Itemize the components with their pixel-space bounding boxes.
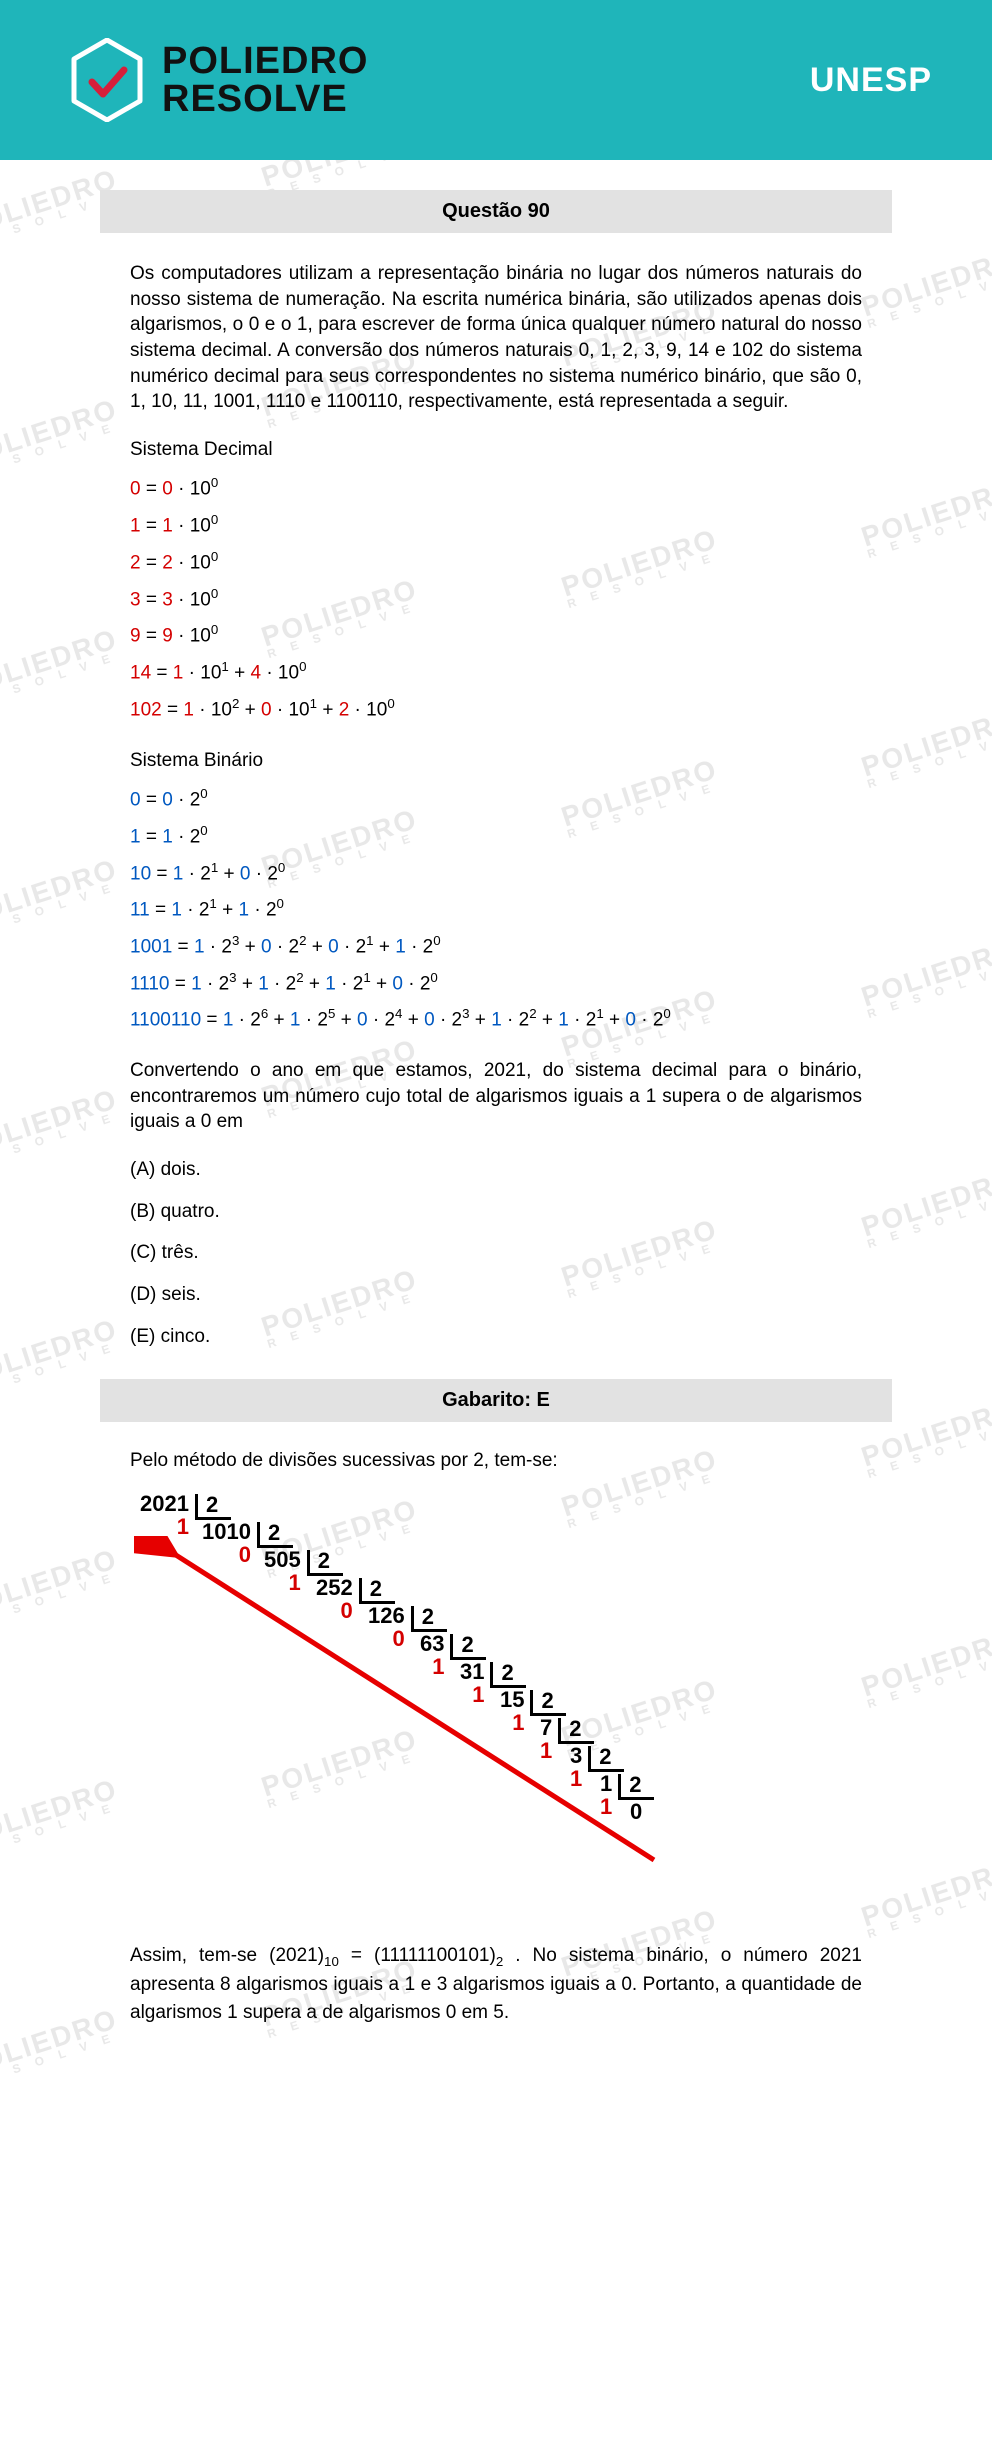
equation-row: 9 = 9 · 100	[130, 619, 862, 652]
question-prompt: Convertendo o ano em que estamos, 2021, …	[130, 1058, 862, 1135]
divisor-box: 2	[359, 1578, 395, 1604]
divisor-box: 2	[307, 1550, 343, 1576]
logo-hexagon-icon	[70, 38, 144, 122]
dividend: 20211	[140, 1492, 195, 1538]
dividend: 151	[500, 1688, 530, 1734]
option-item: (D) seis.	[130, 1282, 862, 1308]
answer-header: Gabarito: E	[100, 1379, 892, 1422]
equation-row: 14 = 1 · 101 + 4 · 100	[130, 656, 862, 689]
division-final: 0	[630, 1800, 648, 1823]
final-quotient: 0	[630, 1800, 648, 1823]
option-item: (C) três.	[130, 1240, 862, 1266]
equation-row: 1001 = 1 · 23 + 0 · 22 + 0 · 21 + 1 · 20	[130, 930, 862, 963]
cascade-arrow-icon	[134, 1536, 694, 1896]
dividend: 631	[420, 1632, 450, 1678]
options-list: (A) dois. (B) quatro. (C) três. (D) seis. (E…	[130, 1157, 862, 1349]
decimal-title: Sistema Decimal	[130, 437, 862, 463]
divisor-box: 2	[411, 1606, 447, 1632]
dividend: 10100	[202, 1520, 257, 1566]
option-item: (E) cinco.	[130, 1324, 862, 1350]
divisor-box: 2	[558, 1718, 594, 1744]
division-cascade: 2021121010025051225202126026312311215127…	[140, 1492, 892, 1912]
divisor-box: 2	[618, 1774, 654, 1800]
conclusion-part-2: = (11111100101)	[339, 1945, 496, 1966]
binary-equation-list: 0 = 0 · 20 1 = 1 · 20 10 = 1 · 21 + 0 · 20…	[130, 783, 862, 1036]
conclusion-sub-1: 10	[324, 1954, 339, 1969]
equation-row: 10 = 1 · 21 + 0 · 20	[130, 857, 862, 890]
decimal-equation-list: 0 = 0 · 100 1 = 1 · 100 2 = 2 · 100 3 = 3 ·…	[130, 472, 862, 725]
divisor-box: 2	[588, 1746, 624, 1772]
header-banner: POLIEDRO RESOLVE UNESP	[0, 0, 992, 160]
equation-row: 0 = 0 · 100	[130, 472, 862, 505]
divisor-box: 2	[257, 1522, 293, 1548]
divisor-box: 2	[530, 1690, 566, 1716]
dividend: 2520	[316, 1576, 359, 1622]
question-body: Os computadores utilizam a representação…	[100, 261, 892, 1349]
dividend: 31	[570, 1744, 588, 1790]
solution-lead: Pelo método de divisões sucessivas por 2…	[130, 1450, 862, 1472]
equation-row: 2 = 2 · 100	[130, 546, 862, 579]
equation-row: 0 = 0 · 20	[130, 783, 862, 816]
equation-row: 1 = 1 · 100	[130, 509, 862, 542]
question-header: Questão 90	[100, 190, 892, 233]
binary-title: Sistema Binário	[130, 748, 862, 774]
conclusion-part-1: Assim, tem-se (2021)	[130, 1945, 324, 1966]
divisor-box: 2	[450, 1634, 486, 1660]
brand-line-1: POLIEDRO	[162, 42, 368, 80]
equation-row: 1110 = 1 · 23 + 1 · 22 + 1 · 21 + 0 · 20	[130, 967, 862, 1000]
equation-row: 1 = 1 · 20	[130, 820, 862, 853]
page-content: Questão 90 Os computadores utilizam a re…	[0, 160, 992, 2086]
equation-row: 3 = 3 · 100	[130, 583, 862, 616]
dividend: 5051	[264, 1548, 307, 1594]
dividend: 1260	[368, 1604, 411, 1650]
brand-line-2: RESOLVE	[162, 80, 368, 118]
dividend: 311	[460, 1660, 490, 1706]
divisor-box: 2	[490, 1662, 526, 1688]
solution-conclusion: Assim, tem-se (2021)10 = (11111100101)2 …	[130, 1942, 862, 2026]
exam-name: UNESP	[810, 61, 932, 100]
option-item: (B) quatro.	[130, 1199, 862, 1225]
dividend: 71	[540, 1716, 558, 1762]
divisor-box: 2	[195, 1494, 231, 1520]
question-intro: Os computadores utilizam a representação…	[130, 261, 862, 415]
dividend: 11	[600, 1772, 618, 1818]
equation-row: 102 = 1 · 102 + 0 · 101 + 2 · 100	[130, 693, 862, 726]
brand-text: POLIEDRO RESOLVE	[162, 42, 368, 118]
equation-row: 1100110 = 1 · 26 + 1 · 25 + 0 · 24 + 0 ·…	[130, 1003, 862, 1036]
option-item: (A) dois.	[130, 1157, 862, 1183]
equation-row: 11 = 1 · 21 + 1 · 20	[130, 893, 862, 926]
